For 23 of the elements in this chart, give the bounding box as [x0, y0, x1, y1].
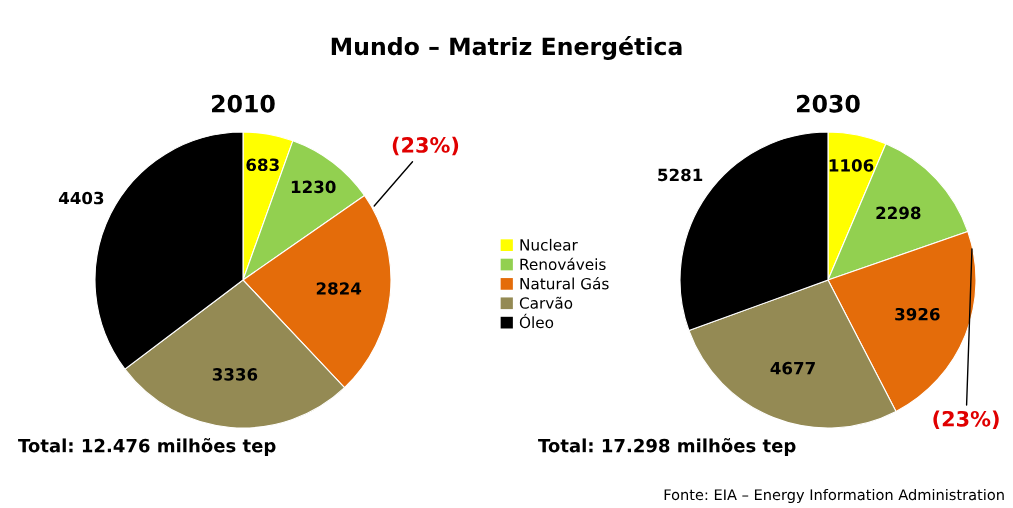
text: (23%) — [933, 410, 999, 430]
data-label: 3926 — [895, 307, 940, 321]
source-note: Fonte: EIA – Energy Information Administration — [664, 488, 1004, 504]
legend-label: Nuclear — [520, 238, 578, 251]
chart-subtitle: 2030 — [797, 94, 860, 113]
legend-label: Carvão — [519, 296, 573, 309]
data-label: 2298 — [876, 206, 921, 220]
chart-subtitle: 2010 — [212, 94, 275, 113]
legend-label: Natural Gás — [520, 277, 609, 290]
data-label: 2824 — [316, 282, 362, 295]
text: Total: 17.298 milhões tep — [538, 438, 796, 456]
chart-title: Mundo – Matriz Energética — [331, 36, 682, 60]
data-label: 1106 — [829, 159, 874, 172]
text: (23%) — [392, 136, 459, 156]
data-label: 3336 — [212, 368, 258, 381]
data-label: 4677 — [770, 361, 815, 375]
legend-label: Óleo — [519, 313, 554, 329]
data-label: 4403 — [58, 191, 104, 205]
text: Total: 12.476 milhões tep — [18, 438, 276, 456]
data-label: 5281 — [658, 168, 703, 182]
data-label: 1230 — [291, 180, 336, 194]
data-label: 683 — [246, 158, 279, 172]
legend-label: Renováveis — [520, 257, 606, 271]
